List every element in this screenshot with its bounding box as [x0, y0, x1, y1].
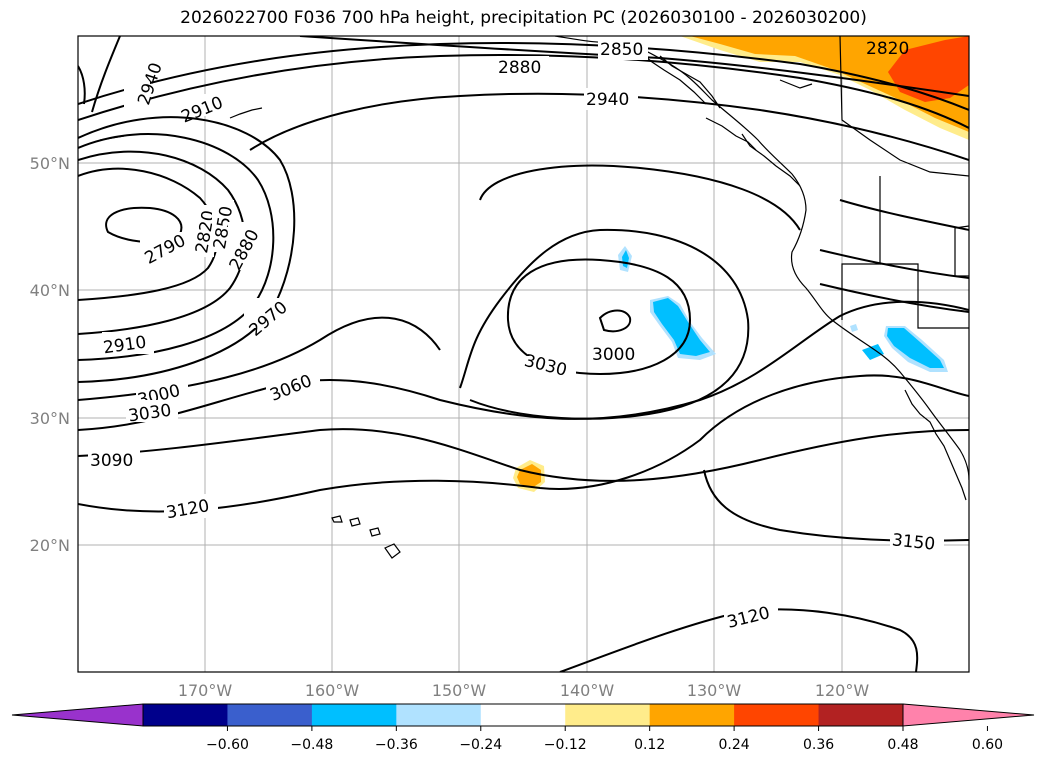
lon-tick-label: 140°W: [560, 681, 615, 700]
lat-tick-label: 40°N: [30, 281, 70, 300]
colorbar-tick-label: −0.60: [206, 737, 249, 753]
lon-tick-label: 170°W: [178, 681, 233, 700]
colorbar-extend-low: [11, 703, 144, 727]
colorbar-segment: [480, 704, 566, 726]
contour-label: 3090: [90, 451, 133, 471]
contour-label: 3000: [592, 345, 635, 365]
colorbar-segment: [143, 704, 228, 726]
lon-tick-label: 150°W: [432, 681, 487, 700]
colorbar-segment: [565, 704, 651, 726]
colorbar-segment: [734, 704, 820, 726]
colorbar-segment: [396, 704, 482, 726]
colorbar-tick-label: 0.48: [887, 737, 918, 753]
colorbar-tick-label: −0.36: [375, 737, 418, 753]
contour-label: 2880: [498, 58, 541, 78]
precipitation-shading: [513, 36, 969, 492]
colorbar-tick-label: −0.12: [544, 737, 587, 753]
lat-tick-label: 30°N: [30, 409, 70, 428]
coastlines: [99, 36, 969, 559]
colorbar: −0.60 −0.48 −0.36 −0.24 −0.12 0.12 0.24 0.36 0.4…: [11, 703, 1035, 753]
colorbar-tick-label: 0.12: [634, 737, 665, 753]
colorbar-tick-label: −0.48: [290, 737, 333, 753]
map-frame: [77, 35, 970, 673]
contour-label: 2850: [600, 40, 643, 60]
longitude-ticks: 170°W 160°W 150°W 140°W 130°W 120°W: [178, 681, 870, 700]
colorbar-segment: [311, 704, 397, 726]
map-area: [78, 36, 969, 672]
colorbar-border: [142, 703, 904, 727]
contour-label: 3150: [891, 530, 936, 554]
colorbar-tick-label: −0.24: [459, 737, 502, 753]
lon-tick-label: 160°W: [305, 681, 360, 700]
lon-tick-label: 120°W: [815, 681, 870, 700]
colorbar-tick-label: 0.36: [803, 737, 834, 753]
colorbar-segment: [818, 704, 904, 726]
lon-tick-label: 130°W: [687, 681, 742, 700]
contour-label: 2820: [866, 39, 909, 59]
colorbar-tick-label: 0.60: [972, 737, 1003, 753]
lat-tick-label: 20°N: [30, 536, 70, 555]
colorbar-tick-label: 0.24: [719, 737, 750, 753]
colorbar-segment: [227, 704, 313, 726]
colorbar-segment: [649, 704, 735, 726]
colorbar-extend-high: [902, 703, 1035, 727]
latitude-ticks: 50°N 40°N 30°N 20°N: [30, 154, 70, 555]
map-title: 2026022700 F036 700 hPa height, precipit…: [180, 8, 867, 28]
lat-tick-label: 50°N: [30, 154, 70, 173]
contour-label: 2940: [586, 90, 629, 110]
